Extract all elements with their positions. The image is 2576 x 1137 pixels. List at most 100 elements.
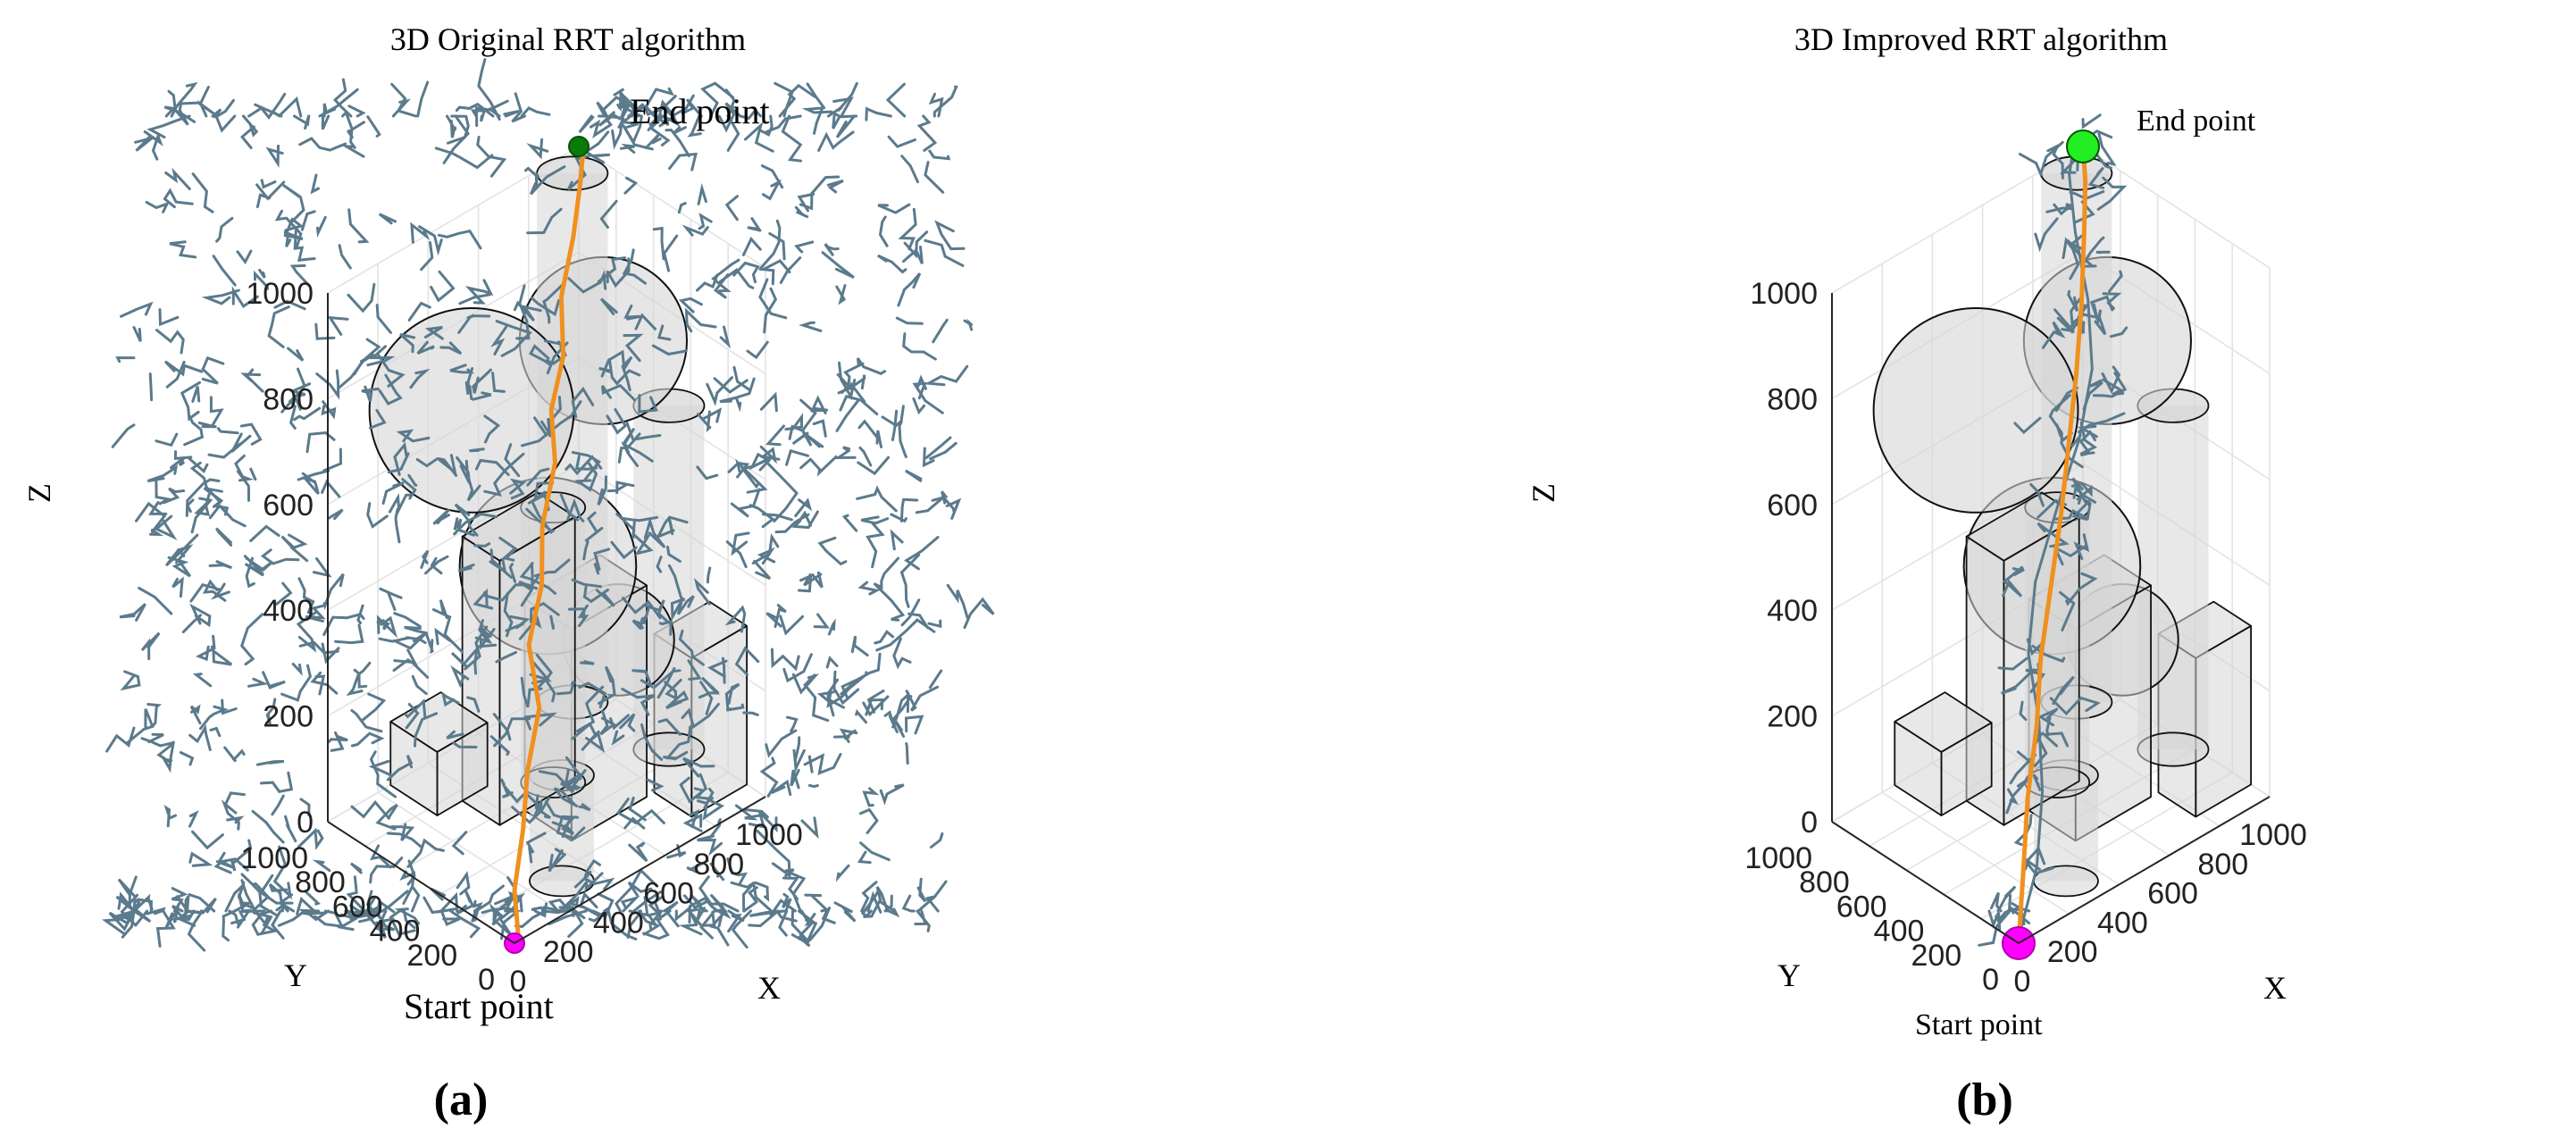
tree-branch <box>793 736 801 763</box>
tree-branch <box>155 909 176 948</box>
tree-branch <box>188 851 213 867</box>
tree-branch <box>542 283 564 324</box>
tree-branch <box>393 441 408 476</box>
x-tick-label: 600 <box>2147 877 2198 911</box>
tree-branch <box>2024 846 2046 871</box>
tree-branch <box>288 391 301 406</box>
tree-branch <box>265 698 277 725</box>
tree-branch <box>146 464 179 483</box>
x-axis-line <box>514 796 766 944</box>
tree-branch <box>765 424 785 447</box>
tree-branch <box>874 630 895 645</box>
tree-branch <box>566 497 585 523</box>
tree-branch <box>170 456 186 470</box>
tree-branch <box>111 423 136 448</box>
tree-branch <box>638 909 662 936</box>
tree-branch <box>1978 909 2011 947</box>
start-point-label: Start point <box>404 986 554 1026</box>
tree-branch <box>734 646 760 676</box>
tree-branch <box>867 652 882 674</box>
tree-branch <box>544 800 573 839</box>
tree-branch <box>287 347 305 362</box>
tree-branch <box>790 768 800 790</box>
tree-branch <box>212 255 237 287</box>
tree-branch <box>756 830 791 879</box>
tree-branch <box>607 358 641 386</box>
tree-branch <box>2049 696 2101 716</box>
tree-branch <box>222 909 237 942</box>
tree-branch <box>800 816 819 840</box>
tree-branch <box>201 424 217 429</box>
tree-branch <box>120 670 141 691</box>
tree-branch <box>2037 522 2070 548</box>
tree-branch <box>684 307 717 333</box>
tree-branch <box>530 165 566 196</box>
tree-branch <box>457 314 491 334</box>
tree-branch <box>192 673 213 688</box>
tree-branch <box>2071 477 2084 505</box>
tree-branch <box>349 862 363 874</box>
tree-branch <box>221 798 240 831</box>
x-tick-label: 400 <box>593 906 644 940</box>
tree-branch <box>297 908 325 915</box>
tree-branch <box>916 877 927 903</box>
tree-branch <box>707 659 728 678</box>
tree-branch <box>291 663 303 676</box>
tree-branch <box>713 377 749 394</box>
tree-branch <box>272 845 293 900</box>
tree-branch <box>757 547 776 565</box>
tree-branch <box>803 673 830 723</box>
tree-branch <box>513 300 542 322</box>
tree-branch <box>153 908 164 915</box>
tree-branch <box>748 811 778 833</box>
tree-branch <box>946 583 969 619</box>
tree-branch <box>688 909 716 927</box>
y-tick-label: 600 <box>332 890 383 924</box>
tree-branch <box>900 598 921 627</box>
tree-branch <box>859 807 879 834</box>
tree-branch <box>731 531 750 556</box>
tree-branch <box>535 677 556 703</box>
tree-branch <box>432 508 450 525</box>
tree-branch <box>860 888 881 918</box>
tree-branch <box>500 909 522 941</box>
tree-branch <box>644 132 662 149</box>
tree-branch <box>240 613 264 666</box>
tree-branch <box>299 798 311 816</box>
tree-branch <box>586 151 610 164</box>
tree-branch <box>155 432 179 447</box>
tree-branch <box>774 604 787 629</box>
tree-branch <box>171 887 188 913</box>
tree-branch <box>214 98 237 133</box>
tree-branch <box>2069 190 2105 201</box>
tree-branch <box>260 771 294 793</box>
tree-branch <box>724 605 747 633</box>
tree-branch <box>2073 533 2090 560</box>
tree-branch <box>615 868 659 913</box>
tree-branch <box>2109 326 2129 339</box>
tree-branch <box>617 114 632 130</box>
tree-branch <box>405 703 420 730</box>
tree-branch <box>658 619 673 636</box>
tree-branch <box>2005 777 2030 815</box>
tree-branch <box>183 414 205 447</box>
tree-branch <box>897 272 922 307</box>
tree-branch <box>387 452 410 474</box>
tree-branch <box>531 653 553 685</box>
tree-branch <box>785 715 799 732</box>
tree-branch <box>690 894 710 913</box>
tree-branch <box>903 230 929 259</box>
tree-branch <box>817 130 855 152</box>
y-tick-label: 800 <box>1799 865 1850 899</box>
planned-path <box>512 144 586 946</box>
tree-branch <box>791 431 824 448</box>
tree-branch <box>768 232 786 261</box>
tree-branch <box>879 783 905 806</box>
x-tick-label: 600 <box>643 877 694 911</box>
tree-branch <box>163 804 178 828</box>
tree-branch <box>138 586 173 615</box>
tree-branch <box>623 305 641 321</box>
tree-branch <box>718 268 755 289</box>
tree-branch <box>393 612 422 628</box>
tree-branch <box>312 859 331 873</box>
